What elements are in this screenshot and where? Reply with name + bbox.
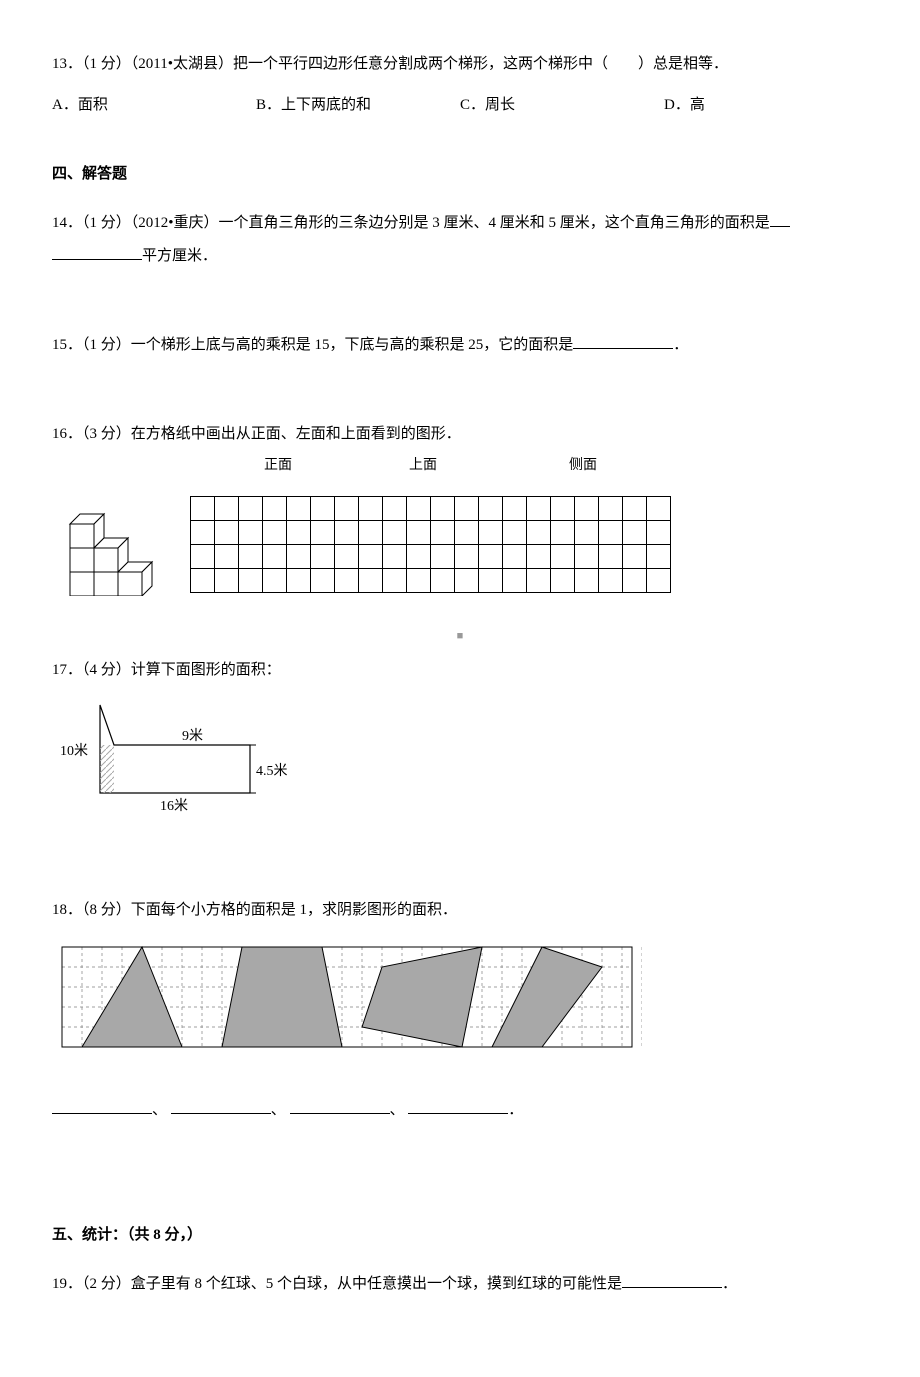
question-13-options: A．面积 B．上下两底的和 C．周长 D．高 bbox=[52, 89, 868, 122]
question-15-prefix: 15．（1 分）一个梯形上底与高的乘积是 15，下底与高的乘积是 25，它的面积… bbox=[52, 337, 573, 353]
option-b: B．上下两底的和 bbox=[256, 89, 460, 122]
blank-14a bbox=[770, 211, 790, 227]
blank-18-3 bbox=[290, 1098, 390, 1114]
blank-15 bbox=[573, 333, 673, 349]
question-15: 15．（1 分）一个梯形上底与高的乘积是 15，下底与高的乘积是 25，它的面积… bbox=[52, 329, 868, 362]
label-right: 4.5米 bbox=[256, 763, 288, 779]
cube-figure bbox=[52, 496, 172, 596]
section-5-title: 五、统计：（共 8 分，） bbox=[52, 1219, 868, 1252]
header-side: 侧面 bbox=[498, 451, 668, 482]
question-13: 13．（1 分）（2011•太湖县）把一个平行四边形任意分割成两个梯形，这两个梯… bbox=[52, 48, 868, 122]
answer-grid bbox=[190, 496, 671, 593]
blank-19 bbox=[622, 1272, 722, 1288]
question-18-text: 18．（8 分）下面每个小方格的面积是 1，求阴影图形的面积． bbox=[52, 894, 868, 927]
q17-figure: 10米 9米 16米 4.5米 bbox=[52, 687, 868, 838]
question-14-suffix: 平方厘米． bbox=[142, 248, 217, 264]
option-c: C．周长 bbox=[460, 89, 664, 122]
header-front: 正面 bbox=[208, 451, 348, 482]
question-16-text: 16．（3 分）在方格纸中画出从正面、左面和上面看到的图形． bbox=[52, 418, 868, 451]
grid-headers: 正面 上面 侧面 bbox=[208, 451, 868, 482]
blank-18-4 bbox=[408, 1098, 508, 1114]
option-a: A．面积 bbox=[52, 89, 256, 122]
question-19: 19．（2 分）盒子里有 8 个红球、5 个白球，从中任意摸出一个球，摸到红球的… bbox=[52, 1268, 868, 1301]
question-16: 16．（3 分）在方格纸中画出从正面、左面和上面看到的图形． 正面 上面 侧面 bbox=[52, 418, 868, 596]
label-top: 9米 bbox=[182, 728, 203, 744]
question-18: 18．（8 分）下面每个小方格的面积是 1，求阴影图形的面积． 、 、 、 ． bbox=[52, 894, 868, 1127]
option-d: D．高 bbox=[664, 89, 868, 122]
q18-blanks: 、 、 、 ． bbox=[52, 1094, 868, 1127]
blank-18-2 bbox=[171, 1098, 271, 1114]
blank-14b bbox=[52, 259, 142, 260]
label-bottom: 16米 bbox=[160, 798, 188, 814]
question-19-suffix: ． bbox=[722, 1276, 737, 1292]
pause-marker: ■ bbox=[52, 624, 868, 648]
q18-figure bbox=[52, 937, 868, 1080]
question-17: 17．（4 分）计算下面图形的面积： 10米 9米 16米 4.5米 bbox=[52, 654, 868, 838]
question-19-prefix: 19．（2 分）盒子里有 8 个红球、5 个白球，从中任意摸出一个球，摸到红球的… bbox=[52, 1276, 622, 1292]
label-left: 10米 bbox=[60, 743, 88, 759]
section-4-title: 四、解答题 bbox=[52, 158, 868, 191]
question-13-text: 13．（1 分）（2011•太湖县）把一个平行四边形任意分割成两个梯形，这两个梯… bbox=[52, 48, 868, 81]
header-top: 上面 bbox=[348, 451, 498, 482]
question-15-suffix: ． bbox=[673, 337, 688, 353]
question-14-prefix: 14．（1 分）（2012•重庆）一个直角三角形的三条边分别是 3 厘米、4 厘… bbox=[52, 215, 770, 231]
question-17-text: 17．（4 分）计算下面图形的面积： bbox=[52, 654, 868, 687]
blank-18-1 bbox=[52, 1098, 152, 1114]
q16-figure-row bbox=[52, 496, 868, 596]
question-14: 14．（1 分）（2012•重庆）一个直角三角形的三条边分别是 3 厘米、4 厘… bbox=[52, 207, 868, 273]
